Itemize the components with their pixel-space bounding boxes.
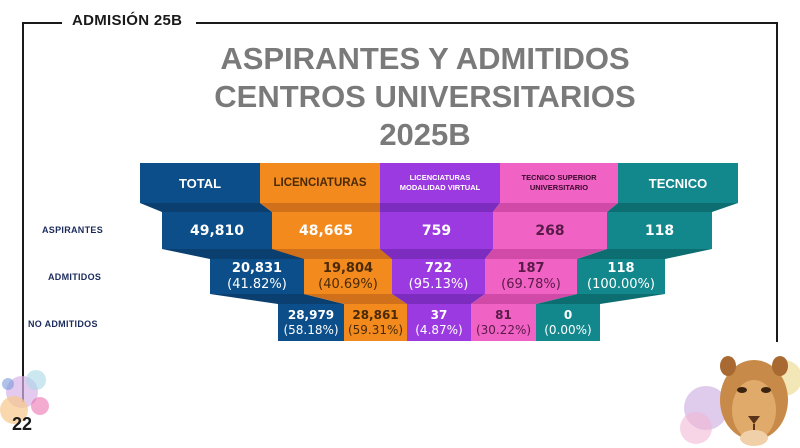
col-header-tecnico: TECNICO bbox=[618, 163, 738, 203]
admitidos-licenciaturas: 19,804 (40.69%) bbox=[304, 259, 392, 294]
admitidos-total-value: 20,831 bbox=[231, 260, 283, 276]
no-admitidos-licenciaturas-value: 28,861 bbox=[352, 307, 399, 322]
aspirantes-tecnico: 118 bbox=[607, 212, 712, 249]
slant-lic-3 bbox=[304, 294, 407, 304]
row-label-admitidos: ADMITIDOS bbox=[48, 272, 102, 282]
col-header-virtual: LICENCIATURAS MODALIDAD VIRTUAL bbox=[380, 163, 500, 203]
slant-virtual-2 bbox=[380, 249, 493, 259]
page-number: 22 bbox=[12, 414, 33, 434]
no-admitidos-tecnico: 0 (0.00%) bbox=[536, 304, 600, 341]
aspirantes-licenciaturas: 48,665 bbox=[272, 212, 380, 249]
admitidos-tsu: 187 (69.78%) bbox=[485, 259, 577, 294]
slant-lic-2 bbox=[272, 249, 392, 259]
slant-virtual-3 bbox=[392, 294, 485, 304]
paint-splash-decoration bbox=[0, 370, 49, 424]
admitidos-tecnico: 118 (100.00%) bbox=[577, 259, 665, 294]
col-header-licenciaturas: LICENCIATURAS bbox=[260, 163, 380, 203]
slant-tec-2 bbox=[577, 249, 712, 259]
aspirantes-tecnico-value: 118 bbox=[644, 222, 675, 239]
aspirantes-tsu: 268 bbox=[493, 212, 607, 249]
admitidos-virtual: 722 (95.13%) bbox=[392, 259, 485, 294]
page-title: ASPIRANTES Y ADMITIDOS CENTROS UNIVERSIT… bbox=[190, 40, 660, 154]
no-admitidos-virtual: 37 (4.87%) bbox=[407, 304, 471, 341]
col-header-tsu-label: TECNICO SUPERIOR UNIVERSITARIO bbox=[521, 173, 597, 192]
no-admitidos-tsu: 81 (30.22%) bbox=[471, 304, 536, 341]
slant-total-3 bbox=[210, 294, 344, 304]
slant-tsu-3 bbox=[471, 294, 577, 304]
aspirantes-virtual: 759 bbox=[380, 212, 493, 249]
col-header-tsu: TECNICO SUPERIOR UNIVERSITARIO bbox=[500, 163, 618, 203]
admitidos-total: 20,831 (41.82%) bbox=[210, 259, 304, 294]
no-admitidos-licenciaturas-pct: (59.31%) bbox=[347, 322, 404, 337]
admitidos-virtual-value: 722 bbox=[424, 260, 453, 276]
slant-tec-1 bbox=[607, 203, 738, 212]
no-admitidos-tecnico-pct: (0.00%) bbox=[544, 322, 592, 337]
title-line-3: 2025B bbox=[379, 117, 471, 152]
admitidos-licenciaturas-pct: (40.69%) bbox=[318, 276, 378, 292]
no-admitidos-tecnico-value: 0 bbox=[563, 307, 573, 322]
col-header-total: TOTAL bbox=[140, 163, 260, 203]
frame-top-line-right bbox=[196, 22, 778, 24]
aspirantes-tsu-value: 268 bbox=[535, 222, 565, 239]
no-admitidos-tsu-pct: (30.22%) bbox=[475, 322, 532, 337]
admitidos-tsu-pct: (69.78%) bbox=[501, 276, 561, 292]
title-line-1: ASPIRANTES Y ADMITIDOS bbox=[220, 41, 630, 76]
slant-total-2 bbox=[162, 249, 304, 259]
no-admitidos-licenciaturas: 28,861 (59.31%) bbox=[344, 304, 407, 341]
aspirantes-total-value: 49,810 bbox=[189, 222, 245, 239]
aspirantes-total: 49,810 bbox=[162, 212, 272, 249]
admitidos-tsu-value: 187 bbox=[517, 260, 545, 276]
slant-tsu-2 bbox=[485, 249, 607, 259]
col-header-virtual-label: LICENCIATURAS MODALIDAD VIRTUAL bbox=[399, 173, 481, 192]
slant-tec-3 bbox=[536, 294, 665, 304]
col-header-licenciaturas-label: LICENCIATURAS bbox=[273, 177, 367, 189]
aspirantes-virtual-value: 759 bbox=[421, 222, 452, 239]
lioness-illustration bbox=[680, 356, 800, 446]
row-label-aspirantes: ASPIRANTES bbox=[42, 225, 104, 235]
slant-lic-1 bbox=[260, 203, 380, 212]
aspirantes-licenciaturas-value: 48,665 bbox=[298, 222, 354, 239]
no-admitidos-virtual-value: 37 bbox=[430, 307, 448, 322]
slant-total-1 bbox=[140, 203, 272, 212]
frame-top-line-left bbox=[22, 22, 62, 24]
admitidos-licenciaturas-value: 19,804 bbox=[322, 260, 374, 276]
admission-badge: ADMISIÓN 25B bbox=[72, 12, 183, 29]
no-admitidos-total-pct: (58.18%) bbox=[283, 322, 339, 337]
no-admitidos-total: 28,979 (58.18%) bbox=[278, 304, 344, 341]
no-admitidos-virtual-pct: (4.87%) bbox=[415, 322, 463, 337]
row-label-no-admitidos: NO ADMITIDOS bbox=[28, 319, 98, 329]
col-header-tecnico-label: TECNICO bbox=[648, 175, 708, 191]
title-line-2: CENTROS UNIVERSITARIOS bbox=[214, 79, 636, 114]
col-header-total-label: TOTAL bbox=[178, 175, 222, 191]
admitidos-total-pct: (41.82%) bbox=[227, 276, 287, 292]
frame-right-line bbox=[776, 22, 778, 342]
admitidos-tecnico-pct: (100.00%) bbox=[587, 276, 655, 292]
slant-virtual-1 bbox=[380, 203, 500, 212]
admitidos-tecnico-value: 118 bbox=[607, 260, 635, 276]
frame-left-line bbox=[22, 22, 24, 402]
slant-tsu-1 bbox=[493, 203, 618, 212]
no-admitidos-total-value: 28,979 bbox=[287, 307, 335, 322]
admitidos-virtual-pct: (95.13%) bbox=[408, 276, 469, 292]
no-admitidos-tsu-value: 81 bbox=[495, 307, 512, 322]
